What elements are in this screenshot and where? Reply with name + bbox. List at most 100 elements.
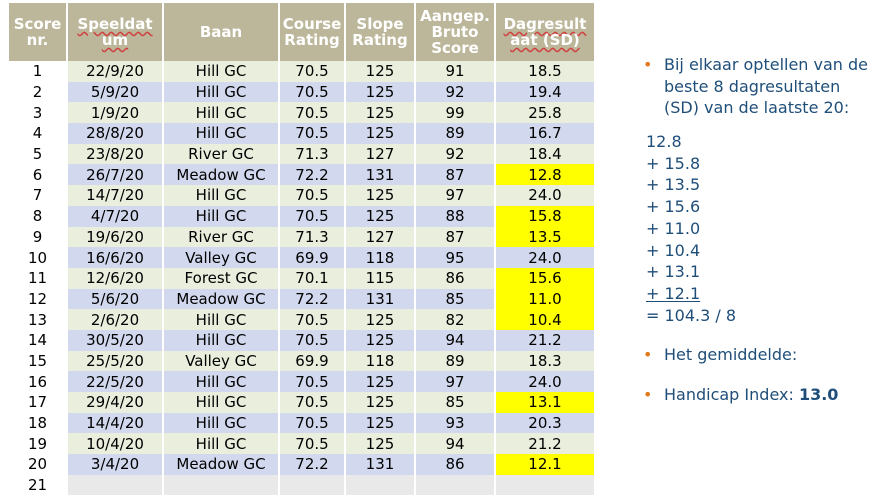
average-label: Het gemiddelde:	[643, 344, 879, 366]
cell-adjusted-score: 87	[415, 226, 496, 248]
table-row: 20 3/4/20 Meadow GC 72.2 131 86 12.1	[9, 454, 596, 475]
cell-course-rating: 70.5	[279, 412, 346, 434]
intro-text: Bij elkaar optellen van de beste 8 dagre…	[643, 54, 879, 119]
cell-course-rating: 69.9	[279, 350, 346, 372]
handicap-label: Handicap Index:	[664, 385, 794, 404]
header-line: Score	[431, 39, 479, 57]
cell-course: Hill GC	[163, 102, 280, 124]
cell-score-nr: 18	[9, 412, 68, 434]
handicap-value: 13.0	[798, 385, 839, 404]
cell-course-rating: 72.2	[279, 454, 346, 475]
cell-date: 26/7/20	[67, 164, 164, 186]
cell-slope-rating: 118	[345, 247, 416, 268]
cell-date: 3/4/20	[67, 454, 164, 475]
sum-line: 12.8	[646, 132, 682, 152]
cell-day-result: 18.5	[495, 61, 596, 82]
cell-slope-rating: 125	[345, 433, 416, 455]
cell-adjusted-score: 88	[415, 205, 496, 227]
sum-line-last: + 12.1	[646, 283, 701, 303]
cell-date: 5/6/20	[67, 288, 164, 310]
cell-day-result: 11.0	[495, 288, 596, 310]
cell-course-rating: 70.5	[279, 185, 346, 206]
cell-date: 10/4/20	[67, 433, 164, 455]
cell-adjusted-score: 95	[415, 247, 496, 268]
header-adjusted-score: Aangep. Bruto Score	[415, 3, 496, 61]
cell-slope-rating: 125	[345, 309, 416, 330]
cell-date: 14/7/20	[67, 185, 164, 206]
cell-course-rating: 70.5	[279, 371, 346, 392]
cell-course-rating: 70.5	[279, 81, 346, 103]
cell-score-nr: 10	[9, 247, 68, 268]
cell-adjusted-score: 89	[415, 350, 496, 372]
cell-adjusted-score: 92	[415, 81, 496, 103]
cell-day-result: 19.4	[495, 81, 596, 103]
cell-slope-rating: 125	[345, 371, 416, 392]
cell-date: 22/5/20	[67, 371, 164, 392]
cell-slope-rating: 125	[345, 412, 416, 434]
cell-slope-rating: 125	[345, 61, 416, 82]
header-line: Aangep.	[420, 7, 490, 25]
table-row: 7 14/7/20 Hill GC 70.5 125 97 24.0	[9, 185, 596, 206]
cell-score-nr: 3	[9, 102, 68, 124]
cell-score-nr: 20	[9, 454, 68, 475]
cell-course: Meadow GC	[163, 454, 280, 475]
table-row: 4 28/8/20 Hill GC 70.5 125 89 16.7	[9, 123, 596, 144]
cell-day-result: 12.8	[495, 164, 596, 186]
cell-slope-rating: 125	[345, 329, 416, 351]
cell-date: 1/9/20	[67, 102, 164, 124]
cell-course-rating: 72.2	[279, 164, 346, 186]
cell-course: Meadow GC	[163, 164, 280, 186]
cell-day-result: 12.1	[495, 454, 596, 475]
score-table: Score nr. Speeldat um Baan Course Rating Slope R…	[9, 3, 596, 496]
header-line: Rating	[284, 31, 340, 49]
cell-score-nr: 7	[9, 185, 68, 206]
cell-adjusted-score: 97	[415, 371, 496, 392]
cell-course: Hill GC	[163, 185, 280, 206]
cell-date: 5/9/20	[67, 81, 164, 103]
cell-adjusted-score: 86	[415, 454, 496, 475]
cell-day-result: 21.2	[495, 433, 596, 455]
sum-list: 12.8 + 15.8 + 13.5 + 15.6 + 11.0 + 10.4 + 13.1…	[643, 131, 879, 326]
cell-slope-rating: 118	[345, 350, 416, 372]
cell-course-rating: 70.5	[279, 123, 346, 144]
cell-slope-rating: 125	[345, 81, 416, 103]
cell-course-rating: 70.5	[279, 309, 346, 330]
sum-line: + 15.6	[646, 197, 701, 217]
cell-date: 25/5/20	[67, 350, 164, 372]
cell-course: Hill GC	[163, 371, 280, 392]
table-row: 5 23/8/20 River GC 71.3 127 92 18.4	[9, 143, 596, 165]
table-row: 3 1/9/20 Hill GC 70.5 125 99 25.8	[9, 102, 596, 124]
cell-course	[163, 474, 280, 496]
table-header-row: Score nr. Speeldat um Baan Course Rating Slope R…	[9, 3, 596, 61]
cell-slope-rating: 131	[345, 164, 416, 186]
cell-day-result: 16.7	[495, 123, 596, 144]
header-line: nr.	[26, 31, 49, 49]
cell-day-result: 21.2	[495, 329, 596, 351]
cell-adjusted-score: 99	[415, 102, 496, 124]
cell-course: Valley GC	[163, 350, 280, 372]
cell-course: Valley GC	[163, 247, 280, 268]
cell-score-nr: 5	[9, 143, 68, 165]
header-score-nr: Score nr.	[9, 3, 68, 61]
table-row: 8 4/7/20 Hill GC 70.5 125 88 15.8	[9, 205, 596, 227]
table-row: 1 22/9/20 Hill GC 70.5 125 91 18.5	[9, 61, 596, 82]
header-line: Dagresult	[503, 15, 587, 33]
cell-slope-rating: 125	[345, 392, 416, 413]
cell-adjusted-score: 97	[415, 185, 496, 206]
table-row: 13 2/6/20 Hill GC 70.5 125 82 10.4	[9, 309, 596, 330]
sum-line: + 15.8	[646, 153, 701, 173]
cell-score-nr: 4	[9, 123, 68, 144]
sum-line: + 13.5	[646, 175, 701, 195]
cell-day-result: 15.6	[495, 267, 596, 289]
cell-date: 22/9/20	[67, 61, 164, 82]
table-row: 9 19/6/20 River GC 71.3 127 87 13.5	[9, 226, 596, 248]
header-date: Speeldat um	[67, 3, 164, 61]
sum-line: + 12.1	[646, 283, 879, 305]
cell-score-nr: 17	[9, 392, 68, 413]
cell-score-nr: 14	[9, 329, 68, 351]
cell-score-nr: 13	[9, 309, 68, 330]
cell-adjusted-score: 85	[415, 392, 496, 413]
cell-score-nr: 16	[9, 371, 68, 392]
cell-day-result: 18.4	[495, 143, 596, 165]
cell-slope-rating: 131	[345, 454, 416, 475]
